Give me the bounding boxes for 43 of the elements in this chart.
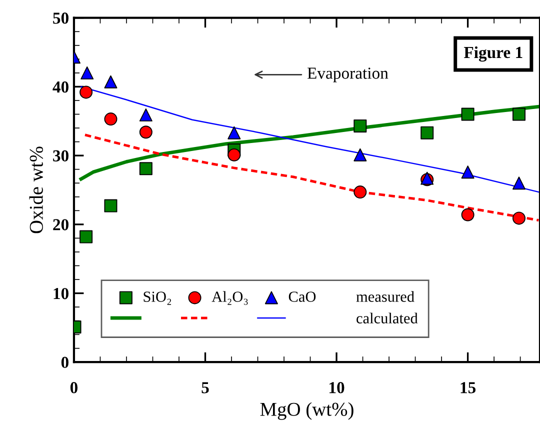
point [139, 126, 152, 139]
annotation: measured [356, 291, 414, 302]
point [139, 108, 152, 122]
point [461, 166, 474, 179]
annotation: Figure 1 [464, 46, 522, 62]
point [104, 199, 118, 212]
line-series [80, 86, 540, 193]
point [139, 162, 152, 176]
annotation: calculated [356, 312, 418, 324]
point [354, 119, 367, 132]
x-axis-title: MgO (wt%) [260, 402, 354, 420]
y-tick-label: 20 [53, 219, 68, 230]
line-series [84, 134, 540, 222]
point [461, 208, 474, 222]
y-tick-label: 50 [53, 12, 68, 24]
x-tick-label: 15 [460, 382, 476, 394]
point [512, 176, 526, 190]
point [104, 112, 118, 126]
point [104, 75, 118, 88]
legend-label: SiO₂ [144, 292, 172, 305]
point [512, 108, 526, 121]
point [80, 66, 94, 80]
legend-label: Al₂O₃ [212, 291, 248, 305]
y-tick-label: 30 [53, 150, 68, 162]
y-tick-label: 40 [52, 81, 68, 93]
x-tick-label: 0 [70, 382, 78, 394]
y-axis-title: Oxide wt% [29, 146, 44, 234]
y-tick-label: 0 [61, 356, 68, 368]
point [420, 126, 434, 140]
point [354, 148, 367, 162]
point [228, 148, 241, 162]
point [354, 186, 367, 199]
x-tick-label: 10 [330, 382, 344, 394]
y-tick-label: 10 [54, 288, 68, 300]
line-series [79, 104, 540, 181]
point [228, 126, 241, 140]
point [512, 212, 526, 225]
x-tick-label: 5 [202, 382, 209, 394]
point [80, 86, 93, 99]
annotation: Evaporation [307, 68, 388, 82]
legend-label: CaO [288, 292, 316, 302]
point [461, 108, 474, 121]
point [80, 230, 93, 244]
